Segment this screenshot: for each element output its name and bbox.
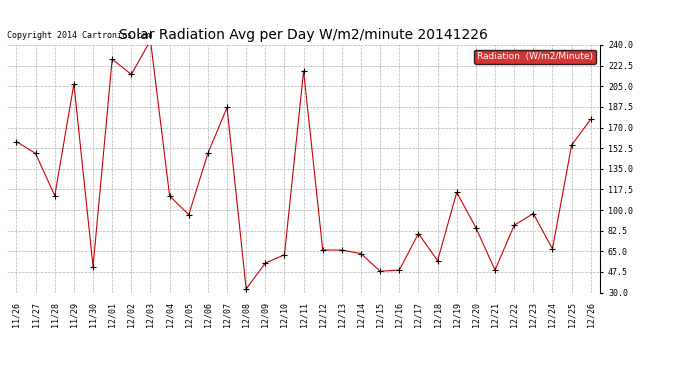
Text: Copyright 2014 Cartronics.com: Copyright 2014 Cartronics.com xyxy=(7,31,152,40)
Legend: Radiation  (W/m2/Minute): Radiation (W/m2/Minute) xyxy=(474,50,595,64)
Title: Solar Radiation Avg per Day W/m2/minute 20141226: Solar Radiation Avg per Day W/m2/minute … xyxy=(119,28,488,42)
